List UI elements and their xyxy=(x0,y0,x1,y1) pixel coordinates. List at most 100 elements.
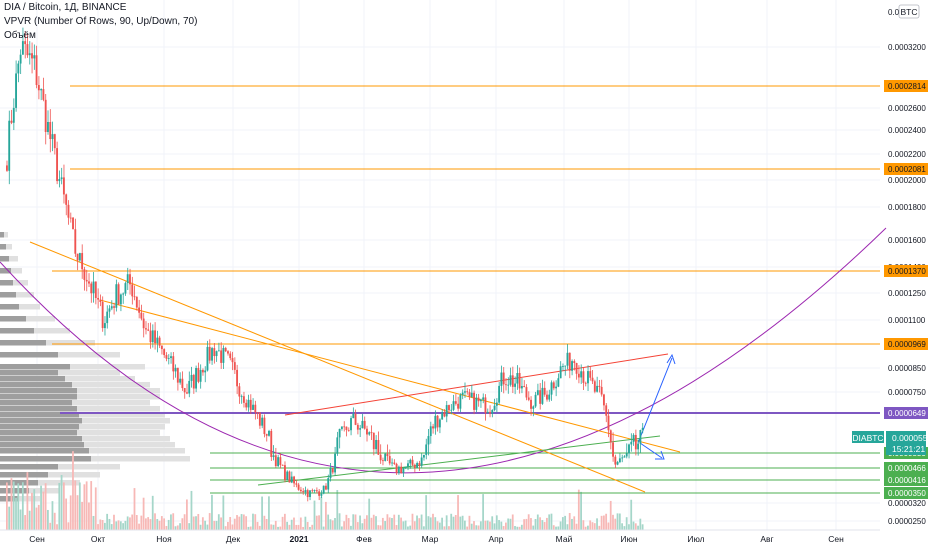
level-price-label: 0.0000969 xyxy=(888,340,926,349)
price-axis-label: 0.0000250 xyxy=(888,517,926,526)
time-axis-label: Апр xyxy=(489,534,504,544)
volume-bar xyxy=(135,515,138,530)
volume-bar xyxy=(224,526,227,530)
volume-bar xyxy=(470,523,473,530)
level-price-tag xyxy=(884,265,928,277)
volume-bar xyxy=(372,514,375,530)
candle-body xyxy=(482,397,485,400)
candle-body xyxy=(28,53,31,56)
volume-bar xyxy=(493,523,496,530)
candle-body xyxy=(454,401,457,404)
volume-profile-row xyxy=(0,256,9,262)
volume-bar xyxy=(359,515,361,530)
time-axis: Сен Окт Ноя Дек 2021 Фев Мар Апр Май Июн Июл Авг Сен xyxy=(0,529,880,544)
volume-bar xyxy=(97,524,99,530)
volume-bar xyxy=(249,526,252,530)
candle-body xyxy=(571,361,573,371)
candles xyxy=(6,27,644,502)
candle-body xyxy=(448,405,450,411)
volume-bar xyxy=(397,514,400,530)
volume-bar xyxy=(197,513,200,530)
candle-body xyxy=(277,457,280,467)
volume-bar xyxy=(532,525,535,530)
candle-body xyxy=(117,284,120,305)
volume-bar xyxy=(142,497,145,530)
candle-body xyxy=(19,54,22,64)
candle-body xyxy=(322,485,325,494)
volume-bar xyxy=(329,519,332,530)
candle-body xyxy=(238,386,241,397)
price-axis-label: 0.0003200 xyxy=(888,43,926,52)
volume-bar xyxy=(593,523,596,530)
volume-bar xyxy=(482,494,484,530)
volume-bar xyxy=(110,524,113,530)
candle-body xyxy=(625,453,628,457)
candle-body xyxy=(181,378,184,389)
volume-profile-row xyxy=(0,382,72,388)
candle-body xyxy=(532,406,535,409)
symbol-tag-price: 0.0000557 xyxy=(892,433,932,443)
volume-bar xyxy=(582,520,585,530)
candle-body xyxy=(6,165,8,171)
candle-body xyxy=(384,453,387,461)
candle-body xyxy=(265,434,268,436)
currency-button-label: BTC xyxy=(901,7,918,17)
volume-profile-row xyxy=(77,406,160,412)
volume-profile-row xyxy=(0,406,77,412)
volume-bar xyxy=(641,524,644,530)
candle-body xyxy=(628,444,630,454)
candle-body xyxy=(138,307,141,313)
volume-bar xyxy=(76,495,79,530)
volume-bar xyxy=(62,482,65,530)
candle-body xyxy=(268,430,270,436)
candle-body xyxy=(92,281,95,294)
volume-bar xyxy=(468,515,471,530)
volume-bar xyxy=(525,518,528,530)
volume-bar xyxy=(176,525,179,530)
volume-bar xyxy=(21,482,24,530)
volume-bar xyxy=(313,500,316,530)
volume-bar xyxy=(160,516,163,530)
volume-bar xyxy=(527,514,530,530)
volume-bar xyxy=(258,525,261,530)
price-axis-label: 0.0001600 xyxy=(888,236,926,245)
volume-bar xyxy=(101,520,104,530)
volume-bar xyxy=(552,525,555,530)
candle-body xyxy=(630,441,633,445)
candle-body xyxy=(119,294,122,305)
candle-body xyxy=(425,444,428,455)
volume-bar xyxy=(268,496,270,530)
volume-profile-row xyxy=(79,412,165,418)
candle-body xyxy=(8,120,11,171)
candle-body xyxy=(309,490,311,498)
volume-bar xyxy=(568,513,571,530)
candle-body xyxy=(548,394,551,400)
candle-body xyxy=(35,55,38,86)
candle-body xyxy=(331,468,334,473)
volume-bar xyxy=(113,514,115,530)
candle-body xyxy=(495,402,498,406)
volume-bar xyxy=(384,521,387,530)
currency-button[interactable]: BTC xyxy=(898,4,920,19)
volume-bar xyxy=(297,524,300,530)
price-axis-label: 0.0001800 xyxy=(888,203,926,212)
volume-bar xyxy=(8,506,11,530)
volume-bar xyxy=(445,515,448,530)
candle-body xyxy=(541,387,544,404)
level-price-label: 0.0002814 xyxy=(888,82,926,91)
volume-bar xyxy=(320,496,323,530)
candle-body xyxy=(174,367,177,372)
green-channel-line xyxy=(257,435,661,486)
volume-profile-row xyxy=(58,370,120,376)
candle-body xyxy=(24,41,27,45)
volume-profile-row xyxy=(0,496,19,502)
volume-bar xyxy=(454,515,457,530)
volume-profile-row xyxy=(77,430,160,436)
candle-body xyxy=(463,391,466,393)
volume-bar xyxy=(432,513,434,530)
candle-body xyxy=(616,462,619,465)
volume-bar xyxy=(288,524,291,530)
candle-body xyxy=(536,390,539,395)
volume-bar xyxy=(379,525,382,530)
